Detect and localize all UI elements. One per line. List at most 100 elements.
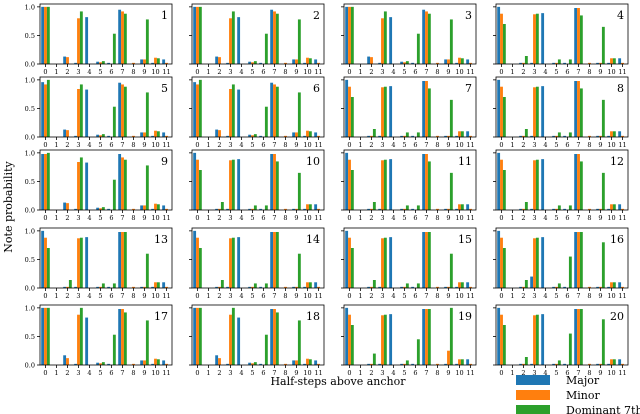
x-tick-label: 7 [576,68,580,76]
bar-major-2 [63,56,67,64]
bar-dominant-7th-0 [46,248,50,288]
bar-major-11 [314,132,318,137]
bar-minor-8 [436,62,439,64]
x-tick-label: 8 [435,292,439,300]
bar-major-0 [345,152,349,210]
bar-major-4 [541,13,545,65]
bar-major-6 [411,208,415,210]
bar-major-0 [497,152,501,210]
bar-minor-2 [522,286,525,288]
bar-minor-9 [447,286,450,288]
bar-minor-2 [218,130,221,137]
bar-minor-11 [621,62,624,64]
x-tick-label: 7 [424,68,428,76]
bar-minor-5 [555,363,558,365]
bar-dominant-7th-3 [79,237,83,288]
bar-major-6 [563,363,567,365]
x-tick-label: 7 [272,141,276,149]
panel-label: 3 [465,9,472,22]
bar-major-3 [74,286,78,288]
bar-minor-10 [458,359,461,365]
bar-minor-7 [425,309,428,365]
bar-minor-7 [577,81,580,137]
x-tick-label: 0 [347,292,351,300]
x-tick-label: 0 [347,141,351,149]
bar-minor-8 [132,286,135,288]
bar-major-7 [422,81,426,137]
bar-major-0 [193,230,197,288]
bar-major-6 [563,135,567,137]
x-tick-label: 8 [435,369,439,377]
x-tick-label: 10 [151,214,159,222]
x-tick-label: 7 [120,369,124,377]
x-tick-label: 3 [76,292,80,300]
x-tick-label: 4 [391,369,395,377]
bar-dominant-7th-0 [502,248,506,288]
bar-dominant-7th-5 [557,205,561,210]
x-tick-label: 7 [120,141,124,149]
bar-minor-3 [229,18,232,64]
bar-major-6 [107,208,111,210]
x-tick-label: 1 [54,68,58,76]
x-tick-label: 3 [76,68,80,76]
bar-major-10 [303,62,307,64]
bar-minor-10 [610,204,613,210]
bar-dominant-7th-6 [112,33,116,64]
bar-dominant-7th-10 [156,204,160,210]
x-tick-label: 11 [162,141,170,149]
x-tick-label: 1 [358,214,362,222]
x-tick-label: 5 [402,141,406,149]
x-tick-label: 11 [314,68,322,76]
x-tick-label: 1 [206,369,210,377]
bar-major-3 [530,208,534,210]
x-tick-label: 0 [43,141,47,149]
x-tick-label: 0 [499,68,503,76]
x-tick-label: 8 [283,369,287,377]
bar-minor-10 [306,358,309,365]
bar-major-4 [237,89,241,137]
x-tick-label: 0 [347,369,351,377]
panel-label: 13 [154,233,168,246]
bar-major-7 [574,232,578,288]
x-tick-label: 6 [261,369,265,377]
panel-label: 2 [313,9,320,22]
bar-minor-2 [66,203,69,210]
bar-minor-2 [218,358,221,365]
bar-dominant-7th-5 [101,362,105,365]
bar-minor-8 [436,286,439,288]
bar-major-4 [237,237,241,288]
x-tick-label: 4 [87,68,91,76]
bar-dominant-7th-0 [502,325,506,365]
panel-label: 20 [610,310,624,323]
bar-minor-7 [273,84,276,137]
x-tick-label: 5 [98,214,102,222]
bar-minor-5 [403,286,406,288]
bar-dominant-7th-7 [579,161,583,210]
x-tick-label: 5 [98,68,102,76]
bar-dominant-7th-9 [297,172,301,210]
bar-major-9 [596,62,600,64]
x-tick-label: 6 [565,369,569,377]
bar-minor-3 [381,315,384,365]
x-tick-label: 2 [521,214,525,222]
x-tick-label: 4 [543,369,547,377]
bar-minor-8 [436,135,439,137]
bar-major-10 [151,208,155,210]
bar-major-7 [574,8,578,64]
x-tick-label: 2 [217,292,221,300]
x-tick-label: 5 [554,369,558,377]
bar-minor-5 [251,286,254,288]
x-tick-label: 3 [532,68,536,76]
y-tick-label: 0.0 [25,362,35,370]
bar-major-7 [118,232,122,288]
bar-minor-7 [121,309,124,365]
bar-major-2 [215,56,219,64]
x-tick-label: 0 [499,141,503,149]
panel-3: 0 1 2 3 4 5 6 7 8 9 10 113 [341,3,477,76]
bar-major-11 [314,360,318,365]
bar-dominant-7th-0 [198,6,202,64]
bar-minor-9 [447,208,450,210]
x-tick-label: 8 [587,292,591,300]
x-tick-label: 4 [391,68,395,76]
bar-major-5 [552,208,556,210]
